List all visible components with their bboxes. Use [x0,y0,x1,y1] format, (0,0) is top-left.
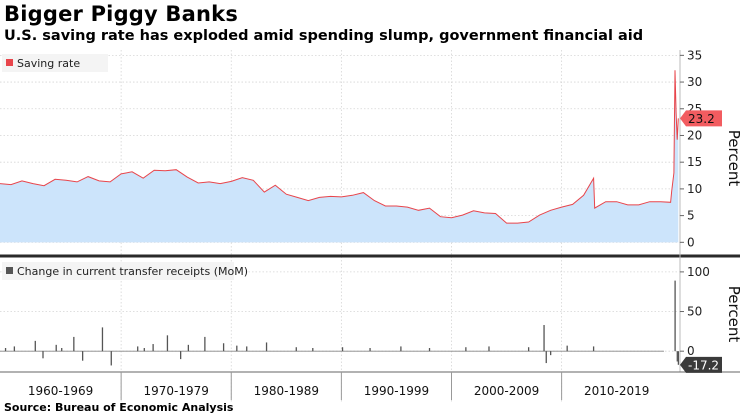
transfer-bar [543,325,545,352]
x-tick-decade: 2000-2009 [474,384,539,398]
transfer-bar [152,344,154,352]
transfer-bar [566,345,568,352]
transfer-bars [4,280,680,366]
transfer-bar [81,351,84,361]
transfer-y-axis-title: Percent [725,286,740,343]
chart-subtitle: U.S. saving rate has exploded amid spend… [4,28,644,44]
x-tick-decade: 1980-1989 [254,384,319,398]
saving-y-tick: 15 [687,155,702,169]
transfer-bar [674,280,676,352]
transfer-bar [110,351,112,366]
transfer-callout: -17.2 [680,356,722,373]
transfer-y-axis: 0 50 100 [680,265,710,358]
transfer-bar [465,347,467,352]
saving-rate-callout-value: 23.2 [688,112,715,126]
saving-legend-label: Saving rate [17,57,80,70]
saving-rate-callout: 23.2 [680,110,722,127]
transfer-bar [246,346,248,352]
transfer-bar [34,340,36,352]
transfer-y-tick: 50 [687,305,702,319]
transfer-bar [61,348,63,352]
transfer-bar [488,346,490,352]
transfer-bar [101,327,104,352]
saving-y-tick: 20 [687,128,702,142]
x-tick-decade: 1990-1999 [364,384,429,398]
x-tick-decade: 1960-1969 [28,384,93,398]
x-tick-decade: 1970-1979 [143,384,208,398]
transfer-callout-value: -17.2 [688,358,719,372]
saving-y-tick: 5 [687,209,695,223]
transfer-bar [676,351,678,362]
transfer-bar [13,346,16,352]
saving-y-tick: 0 [687,235,695,249]
transfer-bar [312,348,314,352]
saving-y-tick: 30 [687,75,702,89]
transfer-bar [179,351,182,360]
transfer-bar [677,351,680,365]
transfer-bar [73,336,75,352]
saving-legend-swatch [6,59,13,66]
source-note: Source: Bureau of Economic Analysis [4,401,234,414]
transfer-bar [545,351,547,364]
x-tick-decade: 2010-2019 [584,384,649,398]
transfer-legend-swatch [6,267,13,274]
saving-legend: Saving rate [2,54,108,72]
transfer-bar [236,345,238,352]
transfer-bar [4,348,7,352]
saving-y-tick: 35 [687,48,702,62]
transfer-bar [137,346,139,352]
transfer-bar [143,348,145,352]
transfer-bar [166,335,169,352]
transfer-bar [428,348,431,352]
transfer-bar [42,351,44,359]
transfer-legend-label: Change in current transfer receipts (MoM… [17,265,248,278]
transfer-bar [400,346,402,352]
transfer-bar [204,336,206,352]
transfer-bar [295,347,297,352]
transfer-bar [369,348,371,352]
transfer-bar [592,346,595,352]
transfer-y-tick: 100 [687,265,710,279]
saving-y-tick: 10 [687,182,702,196]
saving-rate-line [0,70,679,224]
transfer-bar [187,344,190,352]
transfer-bar [527,347,530,352]
transfer-bar [222,343,225,352]
x-axis-decades: 1960-1969 1970-1979 1980-1989 1990-1999 2000… [28,372,649,400]
transfer-bar [55,344,57,352]
transfer-legend: Change in current transfer receipts (MoM… [2,262,248,280]
saving-y-axis-title: Percent [725,130,740,187]
transfer-bar [341,347,344,352]
transfer-y-tick: 0 [687,344,695,358]
saving-rate-area [0,70,679,243]
transfer-bar [550,351,552,356]
chart-title: Bigger Piggy Banks [4,2,239,26]
transfer-bar [265,342,268,352]
